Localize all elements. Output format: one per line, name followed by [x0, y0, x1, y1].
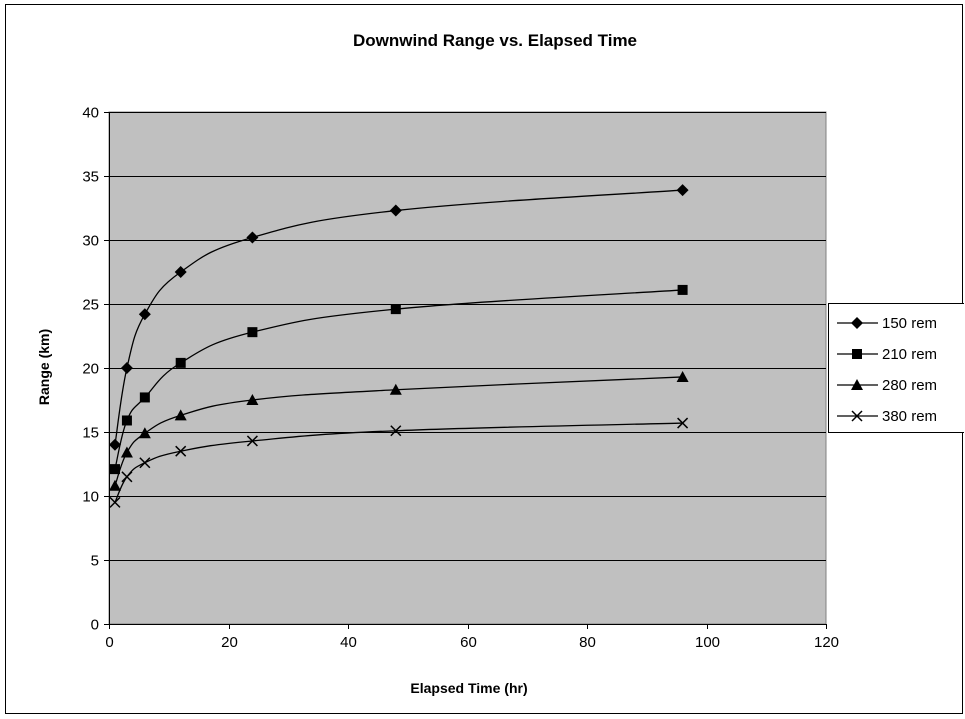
legend-box: [828, 303, 964, 433]
data-point-280-rem: [108, 479, 121, 491]
x-tick-label: 60: [460, 634, 477, 651]
data-point-210-rem: [677, 284, 688, 295]
y-tick-label: 35: [82, 169, 99, 186]
data-point-150-rem: [676, 184, 689, 197]
data-point-150-rem: [174, 266, 187, 278]
plot-area: [108, 111, 827, 625]
data-point-150-rem: [246, 231, 259, 244]
y-tick-label: 20: [82, 361, 99, 378]
data-point-210-rem: [121, 415, 132, 426]
chart-title: Downwind Range vs. Elapsed Time: [353, 31, 637, 50]
axes: 0 5 10 15 20 25 30 35 40 0 20 40 60 80 100 120: [82, 105, 839, 652]
y-tick-label: 0: [91, 617, 99, 634]
data-point-210-rem: [175, 357, 186, 368]
series-line-280-rem: [114, 376, 683, 486]
data-point-280-rem: [389, 383, 402, 395]
data-point-380-rem: [390, 425, 402, 437]
data-point-280-rem: [676, 370, 689, 382]
data-point-380-rem: [175, 445, 187, 457]
legend: 150 rem 210 rem 280 rem 380 rem: [828, 303, 964, 433]
x-tick-label: 0: [105, 634, 113, 651]
x-tick-label: 100: [695, 634, 720, 651]
series-line-150-rem: [114, 189, 683, 445]
x-tick-label: 120: [814, 634, 839, 651]
data-point-380-rem: [677, 417, 689, 429]
series-line-210-rem: [114, 289, 683, 470]
data-point-380-rem: [246, 435, 258, 447]
data-point-380-rem: [109, 496, 121, 508]
chart: Downwind Range vs. Elapsed Time 0 5 10 15 20…: [36, 31, 964, 696]
data-point-280-rem: [246, 394, 259, 405]
data-point-380-rem: [121, 471, 133, 483]
data-point-280-rem: [120, 446, 133, 458]
legend-item-210-rem: 210 rem: [837, 346, 937, 363]
data-point-150-rem: [138, 308, 151, 321]
data-point-280-rem: [174, 409, 187, 421]
legend-item-380-rem: 380 rem: [837, 408, 937, 425]
x-tick-label: 80: [579, 634, 596, 651]
legend-marker: [851, 410, 863, 422]
y-tick-label: 25: [82, 297, 99, 314]
data-point-210-rem: [139, 392, 150, 403]
y-tick-label: 10: [82, 489, 99, 506]
legend-item-150-rem: 150 rem: [837, 315, 937, 332]
data-point-150-rem: [389, 204, 402, 217]
x-tick-label: 20: [221, 634, 238, 651]
legend-item-280-rem: 280 rem: [837, 377, 937, 394]
legend-label: 150 rem: [882, 315, 937, 332]
y-tick-label: 40: [82, 105, 99, 122]
x-tick-label: 40: [340, 634, 357, 651]
data-point-380-rem: [139, 457, 151, 469]
legend-label: 380 rem: [882, 408, 937, 425]
data-point-210-rem: [109, 464, 120, 475]
data-point-150-rem: [108, 438, 121, 451]
y-tick-label: 5: [91, 553, 99, 570]
y-axis-title: Range (km): [36, 329, 52, 405]
chart-frame: Downwind Range vs. Elapsed Time 0 5 10 15 20…: [5, 4, 964, 714]
data-point-150-rem: [120, 362, 133, 374]
series-group: [108, 184, 689, 508]
y-tick-label: 30: [82, 233, 99, 250]
legend-marker: [851, 317, 863, 329]
x-axis-title: Elapsed Time (hr): [410, 680, 527, 696]
y-tick-label: 15: [82, 425, 99, 442]
data-point-280-rem: [138, 427, 151, 439]
legend-label: 280 rem: [882, 377, 937, 394]
legend-marker: [852, 349, 862, 359]
data-point-210-rem: [390, 304, 401, 315]
legend-label: 210 rem: [882, 346, 937, 363]
legend-marker: [851, 379, 863, 390]
data-point-210-rem: [247, 327, 258, 338]
